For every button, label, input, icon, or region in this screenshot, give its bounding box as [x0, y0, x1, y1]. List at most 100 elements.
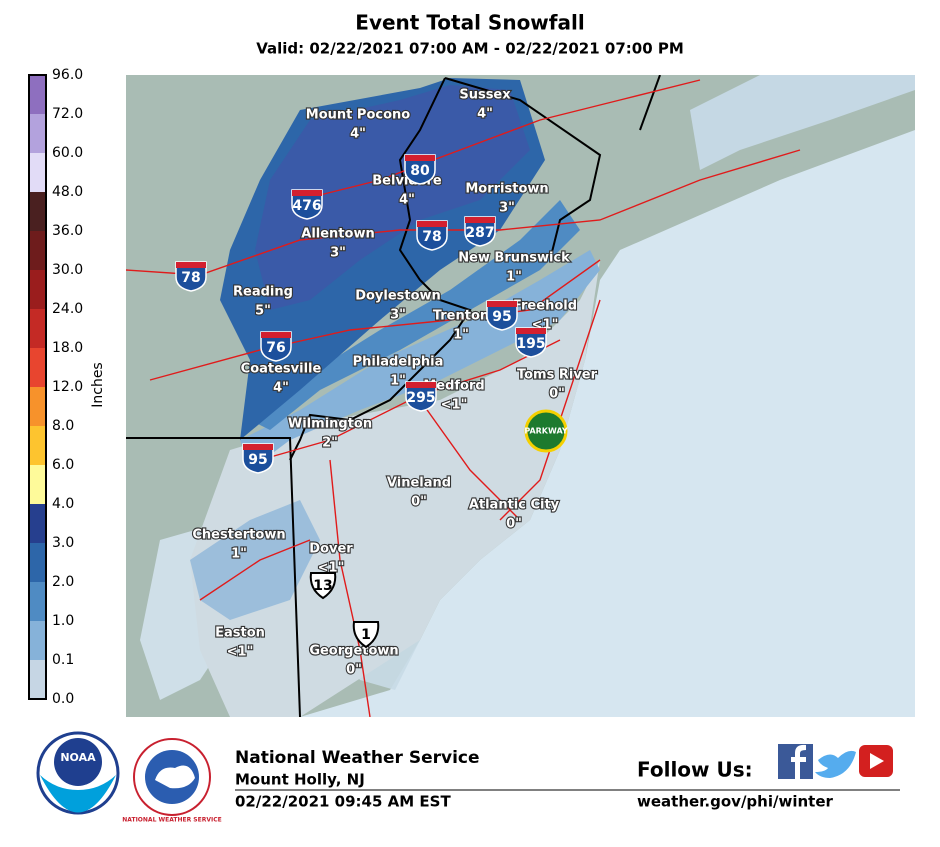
city-name: Georgetown	[309, 644, 398, 659]
interstate-shield	[291, 189, 323, 220]
shield-number: 76	[266, 340, 285, 356]
us-shield	[309, 572, 337, 600]
city-name: Wilmington	[288, 417, 372, 432]
interstate-shield	[405, 381, 437, 412]
subtitle: Valid: 02/22/2021 07:00 AM - 02/22/2021 …	[256, 40, 684, 58]
noaa-logo: NOAA	[36, 731, 120, 815]
legend-swatch	[29, 192, 46, 231]
legend-swatch	[29, 153, 46, 192]
shield-number: 287	[465, 225, 494, 241]
issued: 02/22/2021 09:45 AM EST	[235, 793, 451, 811]
city-name: Sussex	[459, 88, 511, 103]
shield-number: 80	[410, 163, 430, 179]
city-name: Doylestown	[355, 289, 441, 304]
legend-swatch	[29, 543, 46, 582]
facebook-f	[791, 744, 806, 779]
interstate-shield	[464, 216, 496, 247]
follow-us: Follow Us:	[637, 758, 753, 782]
legend-tick: 0.1	[52, 652, 74, 668]
city-name: Chestertown	[192, 528, 285, 543]
city-name: Mount Pocono	[306, 108, 410, 123]
interstate-top	[261, 332, 291, 338]
city-name: Freehold	[513, 299, 577, 314]
shield-number: 295	[406, 390, 435, 406]
title: Event Total Snowfall	[355, 11, 584, 35]
legend-tick: 48.0	[52, 184, 83, 200]
legend-swatch	[29, 504, 46, 543]
city-name: New Brunswick	[458, 251, 570, 266]
legend-tick: 6.0	[52, 457, 74, 473]
city-amount: 1"	[390, 374, 406, 389]
city-amount: 4"	[350, 127, 366, 142]
shield-number: 476	[292, 198, 321, 214]
city-name: Reading	[233, 285, 293, 300]
shield-number: 95	[248, 452, 267, 468]
city-amount: 4"	[399, 193, 415, 208]
city-name: Easton	[215, 626, 265, 641]
shield-number: 13	[313, 578, 332, 594]
interstate-top	[176, 262, 206, 268]
city-amount: 3"	[499, 201, 515, 216]
shield-number: 195	[516, 336, 545, 352]
legend-label: Inches	[90, 362, 106, 407]
legend-swatch	[29, 348, 46, 387]
legend-tick: 24.0	[52, 301, 83, 317]
interstate-shield	[175, 261, 207, 292]
interstate-top	[406, 382, 436, 388]
city-name: Trenton	[433, 309, 489, 324]
legend-tick: 36.0	[52, 223, 83, 239]
city-amount: 5"	[255, 304, 271, 319]
legend-swatch	[29, 309, 46, 348]
shield-number: 78	[181, 270, 200, 286]
interstate-top	[487, 301, 517, 307]
legend-swatch	[29, 582, 46, 621]
city-amount: 0"	[506, 517, 522, 532]
interstate-top	[292, 190, 322, 196]
youtube-play	[870, 753, 884, 769]
legend-tick: 12.0	[52, 379, 83, 395]
interstate-shield	[242, 443, 274, 474]
interstate-top	[417, 221, 447, 227]
city-amount: 0"	[549, 387, 565, 402]
interstate-shield	[515, 327, 547, 358]
city-name: Allentown	[301, 227, 374, 242]
legend-swatch	[29, 660, 46, 699]
highway-shields: 80 476 78 287 78 95 76 195 295 95 13 1	[175, 154, 547, 649]
legend-tick: 30.0	[52, 262, 83, 278]
legend-tick: 4.0	[52, 496, 74, 512]
city-name: Medford	[423, 379, 484, 394]
legend-swatch	[29, 114, 46, 153]
legend-swatch	[29, 387, 46, 426]
legend-tick: 60.0	[52, 145, 83, 161]
city-amount: 0"	[346, 663, 362, 678]
city-labels: Mount Pocono4"Sussex4"Belvidere4"Morrist…	[191, 86, 598, 678]
legend-tick: 2.0	[52, 574, 74, 590]
legend: 96.0 72.0 60.0 48.0 36.0 30.0 24.0 18.0 12.0 8.0 6…	[28, 67, 83, 707]
interstate-top	[516, 328, 546, 334]
interstate-top	[465, 217, 495, 223]
city-amount: 3"	[330, 246, 346, 261]
city-amount: 0"	[411, 495, 427, 510]
parkway-shield: PARKWAY	[524, 409, 568, 453]
legend-swatch	[29, 270, 46, 309]
city-name: Vineland	[387, 476, 451, 491]
legend-tick: 8.0	[52, 418, 74, 434]
interstate-shield	[416, 220, 448, 251]
city-amount: 4"	[273, 381, 289, 396]
shield-number: 78	[422, 229, 441, 245]
shield-number: 1	[361, 627, 371, 643]
city-name: Atlantic City	[469, 498, 560, 513]
city-name: Toms River	[517, 368, 598, 383]
interstate-top	[405, 155, 435, 161]
legend-tick: 96.0	[52, 67, 83, 83]
legend-swatch	[29, 621, 46, 660]
legend-tick: 3.0	[52, 535, 74, 551]
legend-swatch	[29, 465, 46, 504]
twitter-icon[interactable]	[815, 750, 856, 778]
parkway-label: PARKWAY	[524, 427, 568, 436]
city-amount: 1"	[231, 547, 247, 562]
legend-tick: 18.0	[52, 340, 83, 356]
interstate-top	[243, 444, 273, 450]
city-amount: 4"	[477, 107, 493, 122]
